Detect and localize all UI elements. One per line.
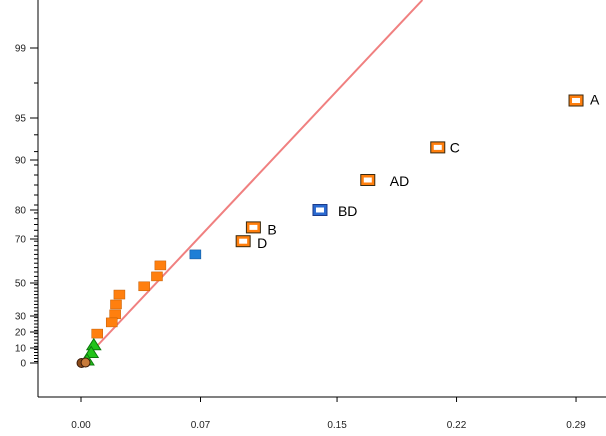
blue-point	[189, 249, 202, 260]
effect-point-inner	[249, 224, 258, 230]
effect-label-a: A	[590, 92, 600, 108]
error-point	[109, 309, 121, 320]
effect-label-d: D	[257, 235, 267, 251]
y-tick-label: 90	[15, 156, 27, 167]
effect-point-inner	[363, 177, 372, 183]
effect-point-inner	[572, 98, 581, 103]
reference-line	[80, 0, 424, 364]
effect-label-b: B	[267, 221, 276, 237]
effect-label-c: C	[450, 139, 460, 155]
effect-label-bd: BD	[338, 203, 357, 219]
y-tick-label: 80	[15, 206, 27, 217]
y-tick-label: 0	[20, 359, 26, 370]
y-tick-label: 30	[15, 312, 27, 323]
y-tick-label: 50	[15, 279, 27, 290]
effect-point-inner	[239, 238, 248, 244]
y-tick-label: 95	[15, 114, 27, 125]
x-tick-label: 0.29	[566, 420, 586, 431]
effect-label-ad: AD	[390, 173, 409, 189]
effect-point-inner	[315, 207, 324, 213]
x-tick-label: 0.15	[327, 420, 347, 431]
effect-point-inner	[433, 144, 442, 150]
error-point	[151, 271, 163, 282]
x-tick-label: 0.07	[191, 420, 211, 431]
error-point	[113, 289, 126, 300]
y-tick-label: 10	[15, 344, 27, 355]
error-point	[138, 281, 150, 292]
error-point	[91, 328, 103, 339]
error-point	[154, 260, 167, 271]
y-tick-label: 70	[15, 235, 27, 246]
x-tick-label: 0.00	[71, 420, 91, 431]
y-tick-label: 20	[15, 328, 27, 339]
error-point	[105, 317, 118, 328]
error-point	[110, 299, 122, 310]
y-tick-label: 99	[15, 44, 27, 55]
origin-point	[80, 357, 91, 368]
x-tick-label: 0.22	[447, 420, 467, 431]
